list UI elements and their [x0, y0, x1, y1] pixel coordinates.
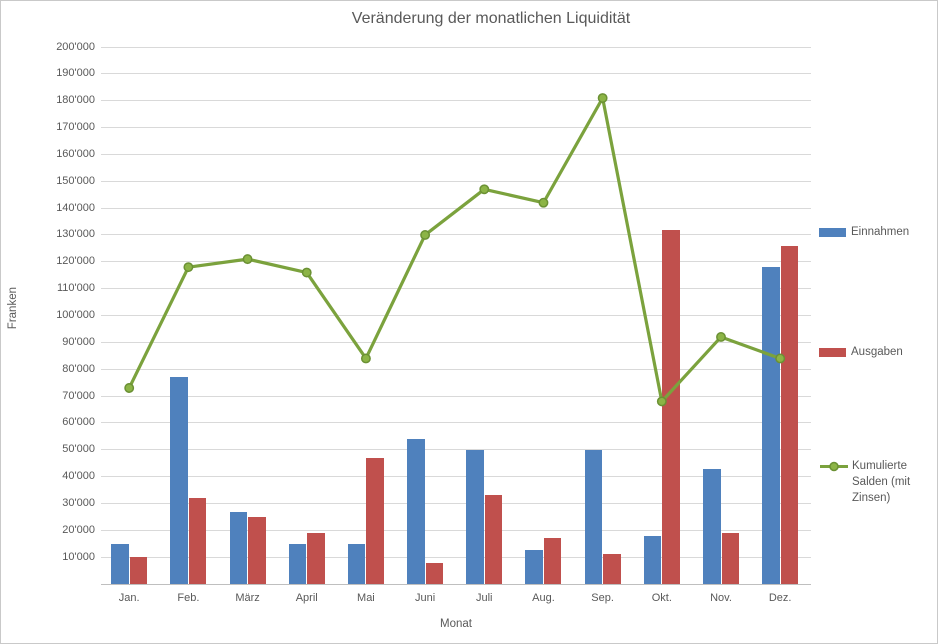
bar-einnahmen-5	[347, 543, 366, 584]
gridline	[101, 127, 811, 129]
bar-einnahmen-3	[229, 511, 248, 584]
y-tick-label: 20'000	[62, 523, 95, 536]
gridline	[101, 153, 811, 155]
y-tick-label: 80'000	[62, 362, 95, 375]
y-tick-label: 190'000	[56, 67, 95, 80]
line-marker	[360, 353, 371, 364]
x-tick-label: Feb.	[177, 592, 200, 604]
gridline	[101, 556, 811, 558]
x-tick-label: Juli	[476, 592, 493, 604]
gridline	[101, 261, 811, 263]
gridline	[101, 341, 811, 343]
legend-label-einnahmen: Einnahmen	[851, 226, 910, 238]
y-tick-label: 100'000	[56, 309, 95, 321]
y-tick-label: 110'000	[57, 282, 95, 295]
legend-label-kumulierte-salden: Kumulierte Salden (mit Zinsen)	[852, 460, 911, 504]
y-tick-label: 160'000	[56, 147, 95, 160]
bar-ausgaben-6	[425, 562, 444, 584]
y-tick-label: 180'000	[56, 94, 95, 107]
x-tick-label: Sep.	[591, 592, 614, 604]
bar-ausgaben-4	[307, 533, 325, 584]
line-marker	[538, 197, 549, 208]
y-tick-label: 60'000	[62, 416, 95, 429]
bar-einnahmen-6	[407, 439, 425, 584]
x-tick-label: Nov.	[710, 592, 732, 604]
gridline	[101, 368, 811, 370]
bar-einnahmen-9	[584, 449, 603, 584]
bar-ausgaben-2	[188, 498, 207, 584]
legend-swatch-einnahmen	[819, 227, 846, 237]
bar-ausgaben-11	[721, 533, 739, 584]
bar-ausgaben-10	[662, 229, 680, 584]
bar-ausgaben-8	[543, 538, 562, 584]
y-tick-label: 120'000	[56, 255, 95, 268]
x-tick-label: Jan.	[118, 592, 140, 604]
bar-einnahmen-4	[288, 543, 307, 584]
legend-label-ausgaben: Ausgaben	[851, 346, 903, 358]
legend-line-marker-icon	[820, 461, 848, 472]
bar-einnahmen-12	[762, 267, 780, 584]
x-tick-label: Dez.	[768, 592, 792, 604]
gridline	[101, 73, 811, 75]
gridline	[101, 100, 811, 102]
x-axis-title: Monat	[440, 618, 472, 630]
bar-einnahmen-8	[525, 550, 543, 584]
plot-area	[101, 1, 811, 585]
legend-item-ausgaben: Ausgaben	[819, 346, 903, 358]
gridline	[101, 422, 811, 424]
y-tick-label: 30'000	[62, 496, 95, 509]
y-tick-label: 150'000	[56, 174, 95, 187]
bar-einnahmen-11	[703, 468, 721, 584]
legend-item-kumulierte-salden: Kumulierte Salden (mit Zinsen)	[819, 458, 926, 506]
gridline	[101, 395, 811, 397]
y-tick-label: 130'000	[56, 228, 95, 241]
gridline	[101, 502, 811, 504]
y-tick-label: 10'000	[62, 550, 95, 563]
line-marker	[301, 267, 312, 278]
gridline	[101, 476, 811, 478]
line-marker	[124, 383, 135, 393]
x-tick-label: Okt.	[651, 592, 672, 604]
y-tick-label: 40'000	[62, 470, 95, 483]
bar-einnahmen-10	[643, 535, 662, 584]
y-tick-label: 170'000	[56, 121, 95, 134]
bar-ausgaben-9	[603, 554, 621, 584]
x-tick-label: Aug.	[532, 592, 555, 604]
gridline	[101, 234, 811, 236]
x-tick-label: Mai	[357, 592, 375, 604]
y-tick-label: 90'000	[62, 335, 95, 348]
y-tick-label: 200'000	[56, 40, 95, 53]
bar-einnahmen-1	[111, 543, 129, 584]
legend-item-einnahmen: Einnahmen	[819, 226, 909, 238]
gridline	[101, 207, 811, 209]
y-tick-label: 50'000	[62, 443, 95, 456]
chart-title: Veränderung der monatlichen Liquidität	[351, 10, 631, 27]
y-tick-label: 140'000	[56, 201, 95, 214]
bar-einnahmen-7	[466, 449, 484, 584]
line-marker	[716, 332, 726, 342]
gridline	[101, 288, 811, 290]
gridline	[101, 529, 811, 531]
gridline	[101, 315, 811, 316]
line-marker	[479, 184, 490, 195]
bar-einnahmen-2	[170, 377, 188, 584]
gridline	[101, 180, 811, 182]
x-tick-label: Juni	[415, 592, 436, 604]
legend-swatch-ausgaben	[819, 347, 846, 357]
x-tick-label: April	[295, 592, 318, 604]
gridline	[101, 46, 811, 48]
bar-ausgaben-7	[484, 495, 503, 584]
bar-ausgaben-12	[780, 245, 799, 584]
bar-ausgaben-1	[129, 557, 148, 584]
line-marker	[183, 262, 194, 273]
y-tick-label: 70'000	[62, 389, 95, 402]
bar-ausgaben-3	[248, 516, 266, 584]
gridline	[101, 449, 811, 451]
x-tick-label: März	[235, 592, 260, 604]
bar-ausgaben-5	[366, 457, 384, 584]
